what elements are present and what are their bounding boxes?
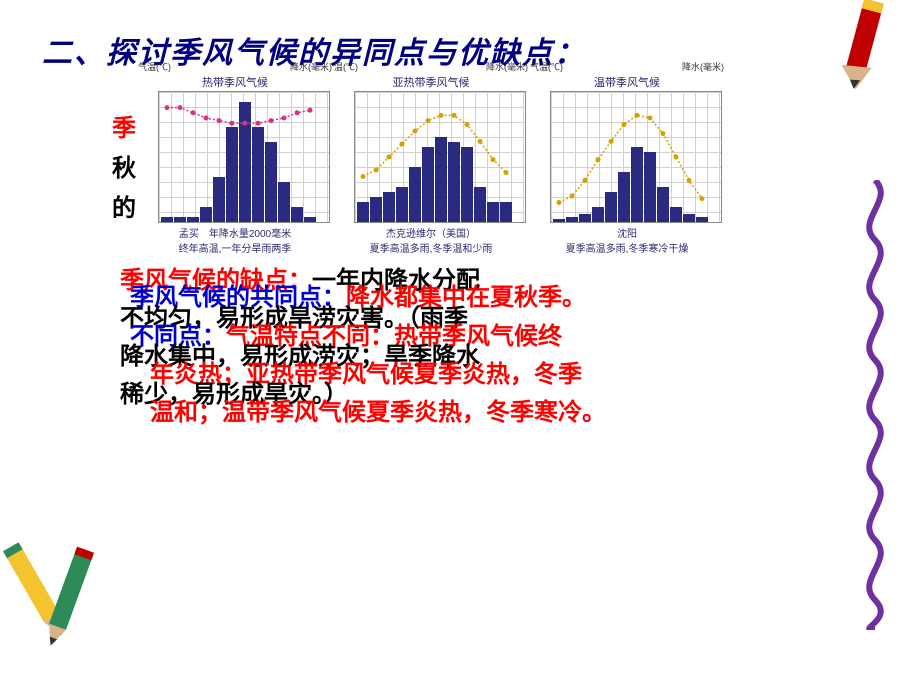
chart-title: 温带季风气候 (532, 74, 722, 90)
chart-loc: 杰克逊维尔（美国） (336, 225, 526, 240)
chart-title: 亚热带季风气候 (336, 74, 526, 90)
chart-area (550, 91, 722, 223)
body-line-8: 温和；温带季风气候夏季炎热，冬季寒冷。 (150, 392, 606, 427)
chart-temperate: 气温(℃) 降水(毫米) 温带季风气候 沈阳 夏季高温多雨,冬季寒冷干燥 (532, 74, 722, 254)
axis-temp: 气温(℃) (138, 60, 171, 73)
axis-rain: 降水(毫米) (682, 60, 724, 73)
chart-subtropical: 温(℃) 降水(毫米) 亚热带季风气候 杰克逊维尔（美国） 夏季高温多雨,冬季温… (336, 74, 526, 254)
chart-sub: 夏季高温多雨,冬季寒冷干燥 (532, 240, 722, 255)
pencil-decoration-top (830, 0, 910, 110)
chart-area (158, 91, 330, 223)
spiral-decoration (850, 180, 900, 630)
chart-tropical: 气温(℃) 降水(毫米) 热带季风气候 孟买 年降水量2000毫米 终年高温,一… (140, 74, 330, 254)
chart-title: 热带季风气候 (140, 74, 330, 90)
side-text-3: 的 (112, 188, 136, 223)
chart-area (354, 91, 526, 223)
axis-temp: 气温(℃) (530, 60, 563, 73)
chart-sub: 终年高温,一年分旱雨两季 (140, 240, 330, 255)
pencil-decoration-left (0, 510, 130, 670)
axis-rain: 降水(毫米) (486, 60, 528, 73)
chart-sub: 夏季高温多雨,冬季温和少雨 (336, 240, 526, 255)
chart-loc: 孟买 年降水量2000毫米 (140, 225, 330, 240)
side-text-2: 秋 (112, 148, 136, 183)
axis-temp: 温(℃) (334, 60, 358, 73)
side-text-1: 季 (112, 108, 136, 143)
charts-row: 气温(℃) 降水(毫米) 热带季风气候 孟买 年降水量2000毫米 终年高温,一… (140, 74, 722, 254)
chart-loc: 沈阳 (532, 225, 722, 240)
axis-rain: 降水(毫米) (290, 60, 332, 73)
